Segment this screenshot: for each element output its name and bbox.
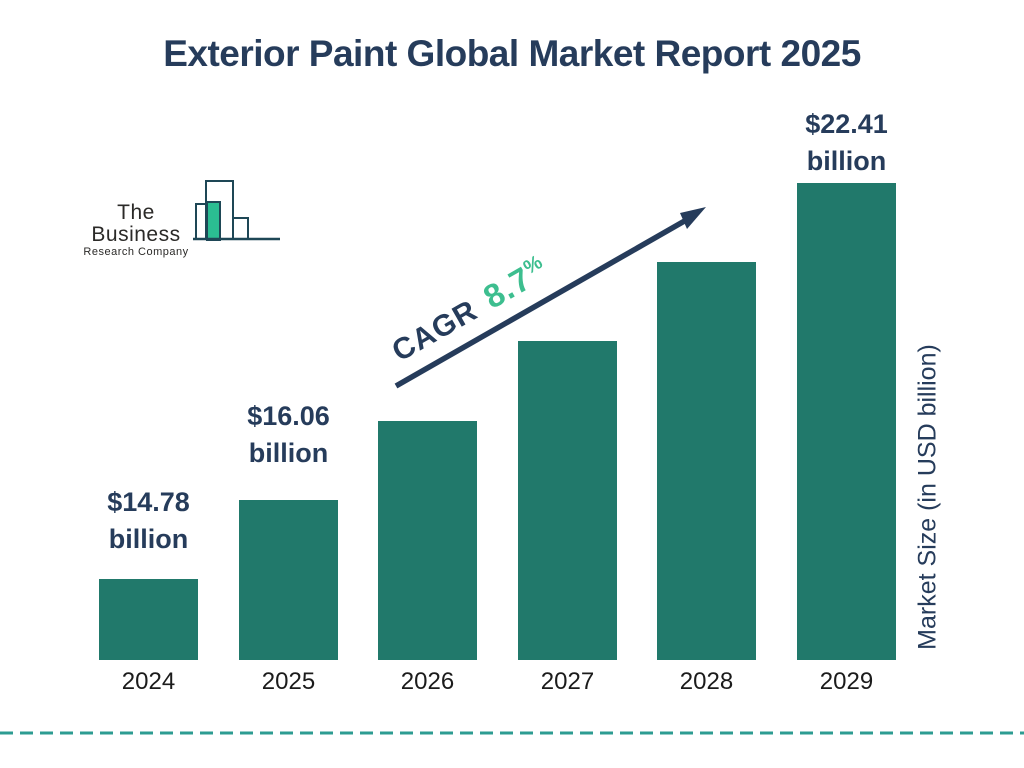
value-label-2025: $16.06 billion [213, 398, 364, 472]
value-label-amount: $14.78 [107, 487, 190, 517]
value-label-amount: $16.06 [247, 401, 330, 431]
logo-name-line1: The Business [91, 201, 181, 246]
bar-2024 [99, 579, 198, 660]
bar-2026 [378, 421, 477, 660]
bar-2025 [239, 500, 338, 660]
cagr-label: CAGR [386, 293, 484, 369]
value-label-unit: billion [248, 438, 329, 468]
logo-name-line2: Research Company [83, 246, 189, 258]
x-axis-label-2028: 2028 [679, 668, 734, 695]
company-logo-text: The Business Research Company [76, 202, 196, 259]
chart-title: Exterior Paint Global Market Report 2025 [163, 33, 861, 74]
y-axis-title: Market Size (in USD billion) [913, 344, 942, 650]
company-logo: The Business Research Company [64, 178, 294, 258]
value-label-unit: billion [806, 146, 887, 176]
value-label-2029: $22.41 billion [771, 106, 922, 180]
x-axis-label-2025: 2025 [261, 668, 316, 695]
bar-2029 [797, 183, 896, 660]
x-axis-label-2029: 2029 [819, 668, 874, 695]
value-label-2024: $14.78 billion [73, 484, 224, 558]
cagr-trend-arrowhead [680, 207, 706, 229]
bar-2028 [657, 262, 756, 660]
x-axis-label-2027: 2027 [540, 668, 595, 695]
value-label-amount: $22.41 [805, 109, 888, 139]
x-axis-label-2026: 2026 [400, 668, 455, 695]
value-label-unit: billion [108, 524, 189, 554]
x-axis-label-2024: 2024 [121, 668, 176, 695]
logo-bar-chart-icon [193, 180, 280, 241]
bar-2027 [518, 341, 617, 660]
